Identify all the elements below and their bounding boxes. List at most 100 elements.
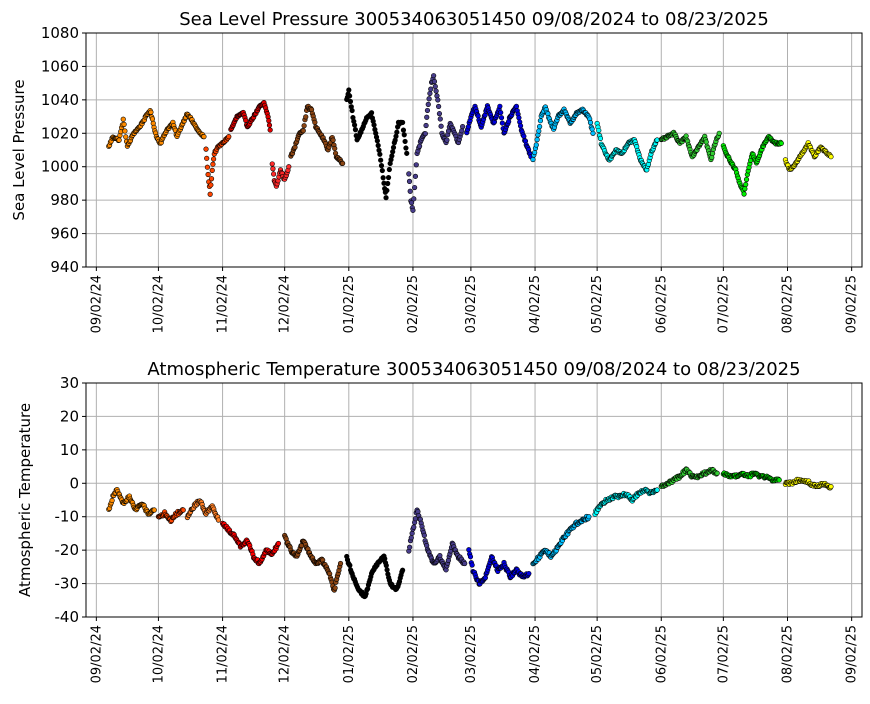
series-3 [219, 520, 282, 567]
data-point [123, 134, 129, 140]
series-1 [155, 507, 186, 524]
data-point [587, 120, 594, 126]
y-tick-label: 1060 [41, 57, 79, 75]
y-tick-label: 940 [50, 258, 79, 276]
data-point [347, 93, 353, 99]
y-tick-label: 980 [50, 191, 79, 209]
data-point [422, 131, 428, 137]
data-point [437, 116, 443, 122]
data-point [533, 142, 539, 148]
data-point [404, 150, 410, 156]
data-point [301, 123, 307, 129]
x-tick-label: 09/02/25 [845, 625, 860, 683]
series-2 [184, 498, 222, 523]
data-point [116, 137, 122, 143]
series-9 [592, 486, 660, 517]
x-tick-label: 05/02/25 [590, 275, 605, 333]
data-point [385, 174, 392, 181]
data-point [337, 560, 344, 567]
data-point [412, 173, 419, 179]
x-tick-label: 01/02/25 [342, 625, 357, 683]
y-tick-label: 10 [60, 441, 79, 459]
data-point [409, 530, 415, 536]
y-axis-label: Atmospheric Temperature [16, 403, 34, 597]
data-point [207, 191, 213, 197]
data-point [384, 187, 390, 194]
data-point [109, 497, 115, 504]
data-point [586, 514, 592, 520]
data-point [300, 128, 306, 134]
series-8 [530, 104, 596, 163]
data-point [151, 507, 157, 513]
data-point [828, 154, 834, 160]
data-point [406, 178, 413, 184]
data-point [411, 196, 417, 202]
data-point [534, 137, 540, 143]
x-tick-label: 03/02/25 [464, 625, 479, 683]
y-tick-label: -30 [55, 575, 80, 593]
data-point [374, 138, 380, 144]
data-point [267, 127, 273, 133]
data-point [275, 540, 282, 547]
data-point [340, 160, 346, 166]
data-point [716, 130, 722, 136]
x-tick-label: 10/02/24 [151, 625, 166, 683]
data-point [208, 182, 214, 188]
series-9 [594, 120, 660, 173]
x-tick-label: 08/02/25 [781, 275, 796, 333]
sea-level-pressure-panel: Sea Level Pressure 300534063051450 09/08… [10, 9, 863, 333]
data-point [415, 508, 421, 515]
x-tick-label: 03/02/25 [464, 275, 479, 333]
data-point [332, 145, 338, 152]
series-1 [203, 134, 232, 197]
data-point [286, 164, 292, 170]
x-tick-label: 09/02/25 [845, 275, 860, 333]
data-point [180, 507, 186, 513]
data-point [347, 562, 353, 568]
data-point [424, 107, 431, 114]
data-point [436, 111, 443, 117]
plot-frame [85, 32, 863, 268]
data-point [148, 109, 154, 115]
data-point [402, 138, 408, 145]
y-tick-label: 1000 [41, 158, 79, 176]
data-point [433, 88, 439, 94]
data-point [714, 470, 720, 476]
data-point [407, 188, 413, 194]
y-tick-label: 1040 [41, 91, 79, 109]
data-point [435, 97, 441, 103]
data-point [407, 544, 413, 550]
data-point [390, 144, 397, 151]
data-point [346, 87, 352, 93]
x-tick-label: 04/02/25 [528, 625, 543, 683]
y-axis-label: Sea Level Pressure [10, 79, 28, 220]
data-point [209, 167, 215, 173]
data-point [497, 103, 503, 109]
x-tick-label: 01/02/25 [342, 275, 357, 333]
x-tick-label: 09/02/24 [89, 275, 104, 333]
data-point [403, 145, 409, 151]
data-point [431, 73, 437, 79]
data-point [120, 116, 126, 122]
data-point [467, 554, 474, 560]
series-4 [288, 103, 346, 166]
y-tick-label: 0 [69, 474, 79, 492]
data-point [589, 126, 595, 132]
data-point [375, 142, 381, 149]
data-point [269, 161, 275, 167]
x-tick-label: 07/02/25 [716, 625, 731, 683]
data-point [379, 167, 385, 174]
data-markers [106, 73, 834, 213]
x-tick-label: 06/02/25 [654, 275, 669, 333]
data-point [393, 133, 399, 139]
data-point [208, 176, 215, 182]
data-point [743, 181, 749, 188]
data-point [517, 123, 524, 129]
data-point [210, 161, 216, 167]
data-point [741, 191, 747, 197]
data-point [400, 119, 406, 126]
data-point [432, 83, 438, 90]
data-point [382, 556, 388, 562]
